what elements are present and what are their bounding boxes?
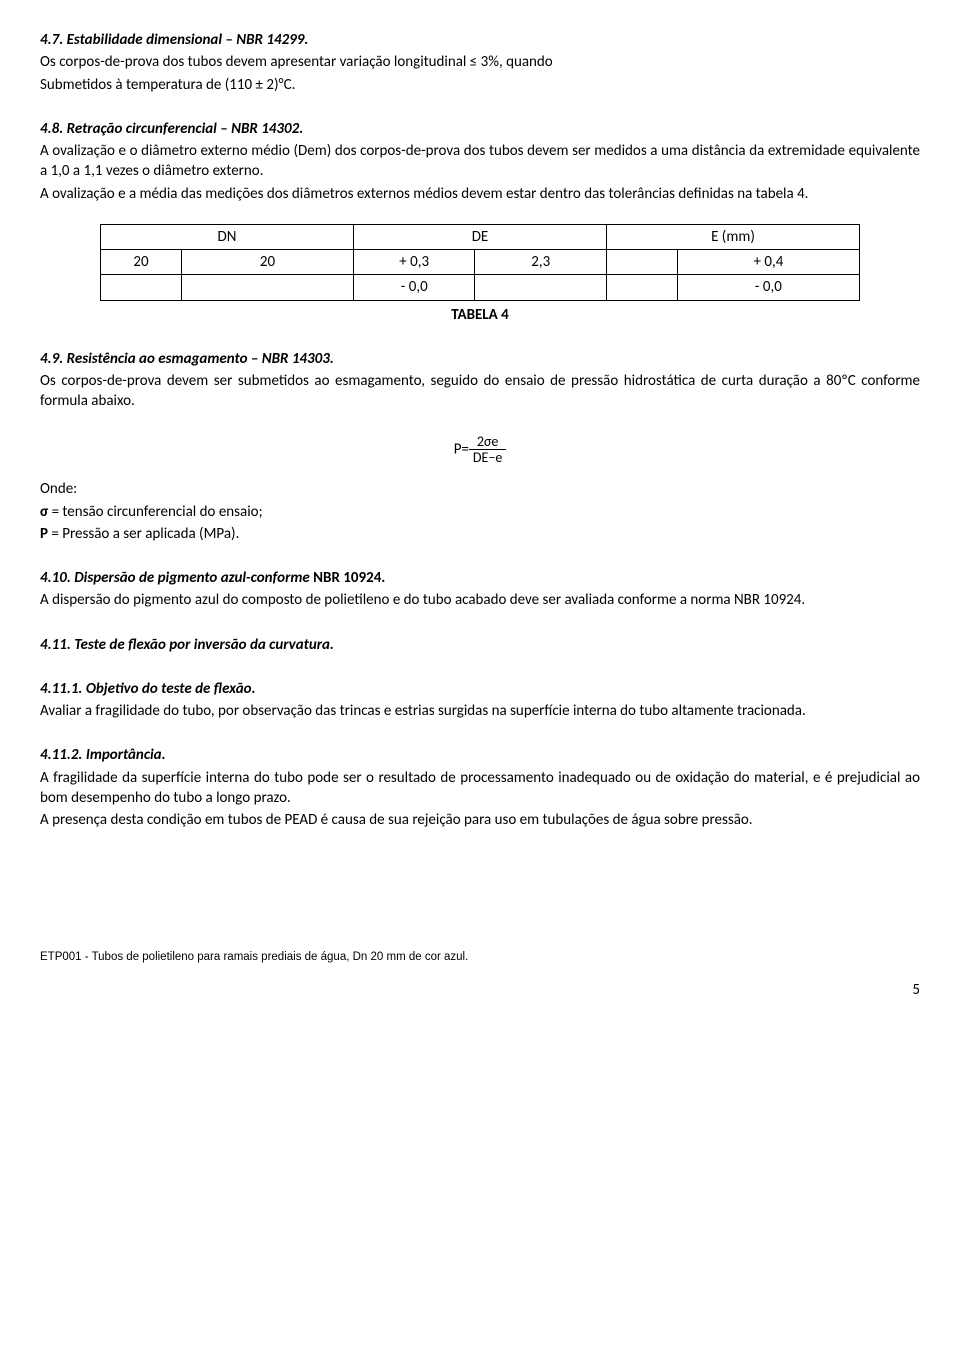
heading-4-8: 4.8. Retração circunferencial – NBR 1430… [40,119,920,139]
para-4-7-2: Submetidos à temperatura de (110 ± 2)°C. [40,75,920,95]
para-4-7-1: Os corpos-de-prova dos tubos devem apres… [40,52,920,72]
heading-4-9: 4.9. Resistência ao esmagamento – NBR 14… [40,349,920,369]
td-r2c3: - 0,0 [353,275,474,300]
th-emm: E (mm) [606,224,859,249]
td-r1c2: 20 [181,250,353,275]
def-p: P = Pressão a ser aplicada (MPa). [40,524,920,544]
td-r1c1: 20 [101,250,182,275]
p-symbol: P [40,525,48,543]
td-r1c4: 2,3 [475,250,607,275]
para-4-11-1: Avaliar a fragilidade do tubo, por obser… [40,701,920,721]
tabela-4-label: TABELA 4 [40,305,920,325]
td-r2c2-empty [181,275,353,300]
heading-4-11-1: 4.11.1. Objetivo do teste de flexão. [40,679,920,699]
formula-fraction: 2σeDE−e [469,434,506,466]
heading-4-10-plain: NBR 10924. [313,569,385,587]
formula-den: DE−e [469,450,506,465]
formula-num: 2σe [469,434,506,450]
footer-text: ETP001 - Tubos de polietileno para ramai… [40,950,920,966]
formula-prefix: P= [454,440,469,458]
sigma-symbol: σ [40,503,48,521]
para-4-8-2: A ovalização e a média das medições dos … [40,184,920,204]
tabela-4: DN DE E (mm) 20 20 + 0,3 2,3 + 0,4 - 0,0… [100,224,860,301]
heading-4-11: 4.11. Teste de flexão por inversão da cu… [40,635,920,655]
td-r1c6: + 0,4 [677,250,859,275]
heading-4-11-2: 4.11.2. Importância. [40,745,920,765]
p-text: = Pressão a ser aplicada (MPa). [48,525,239,543]
formula-pressure: P=2σeDE−e [40,434,920,466]
heading-4-10-italic: 4.10. Dispersão de pigmento azul-conform… [40,569,313,587]
td-r2c5-empty [606,275,677,300]
td-r2c4-empty [475,275,607,300]
para-4-8-1: A ovalização e o diâmetro externo médio … [40,141,920,182]
para-4-11-2b: A presença desta condição em tubos de PE… [40,810,920,830]
heading-4-10: 4.10. Dispersão de pigmento azul-conform… [40,568,920,588]
td-r2c1-empty [101,275,182,300]
heading-4-7: 4.7. Estabilidade dimensional – NBR 1429… [40,30,920,50]
para-4-9-1: Os corpos-de-prova devem ser submetidos … [40,371,920,412]
sigma-text: = tensão circunferencial do ensaio; [48,503,262,521]
th-dn: DN [101,224,354,249]
onde-label: Onde: [40,479,920,499]
td-r1c3: + 0,3 [353,250,474,275]
para-4-11-2a: A fragilidade da superfície interna do t… [40,768,920,809]
para-4-10-1: A dispersão do pigmento azul do composto… [40,590,920,610]
page-number: 5 [40,980,920,1000]
td-r2c6: - 0,0 [677,275,859,300]
td-r1c5-empty [606,250,677,275]
def-sigma: σ = tensão circunferencial do ensaio; [40,502,920,522]
th-de: DE [353,224,606,249]
